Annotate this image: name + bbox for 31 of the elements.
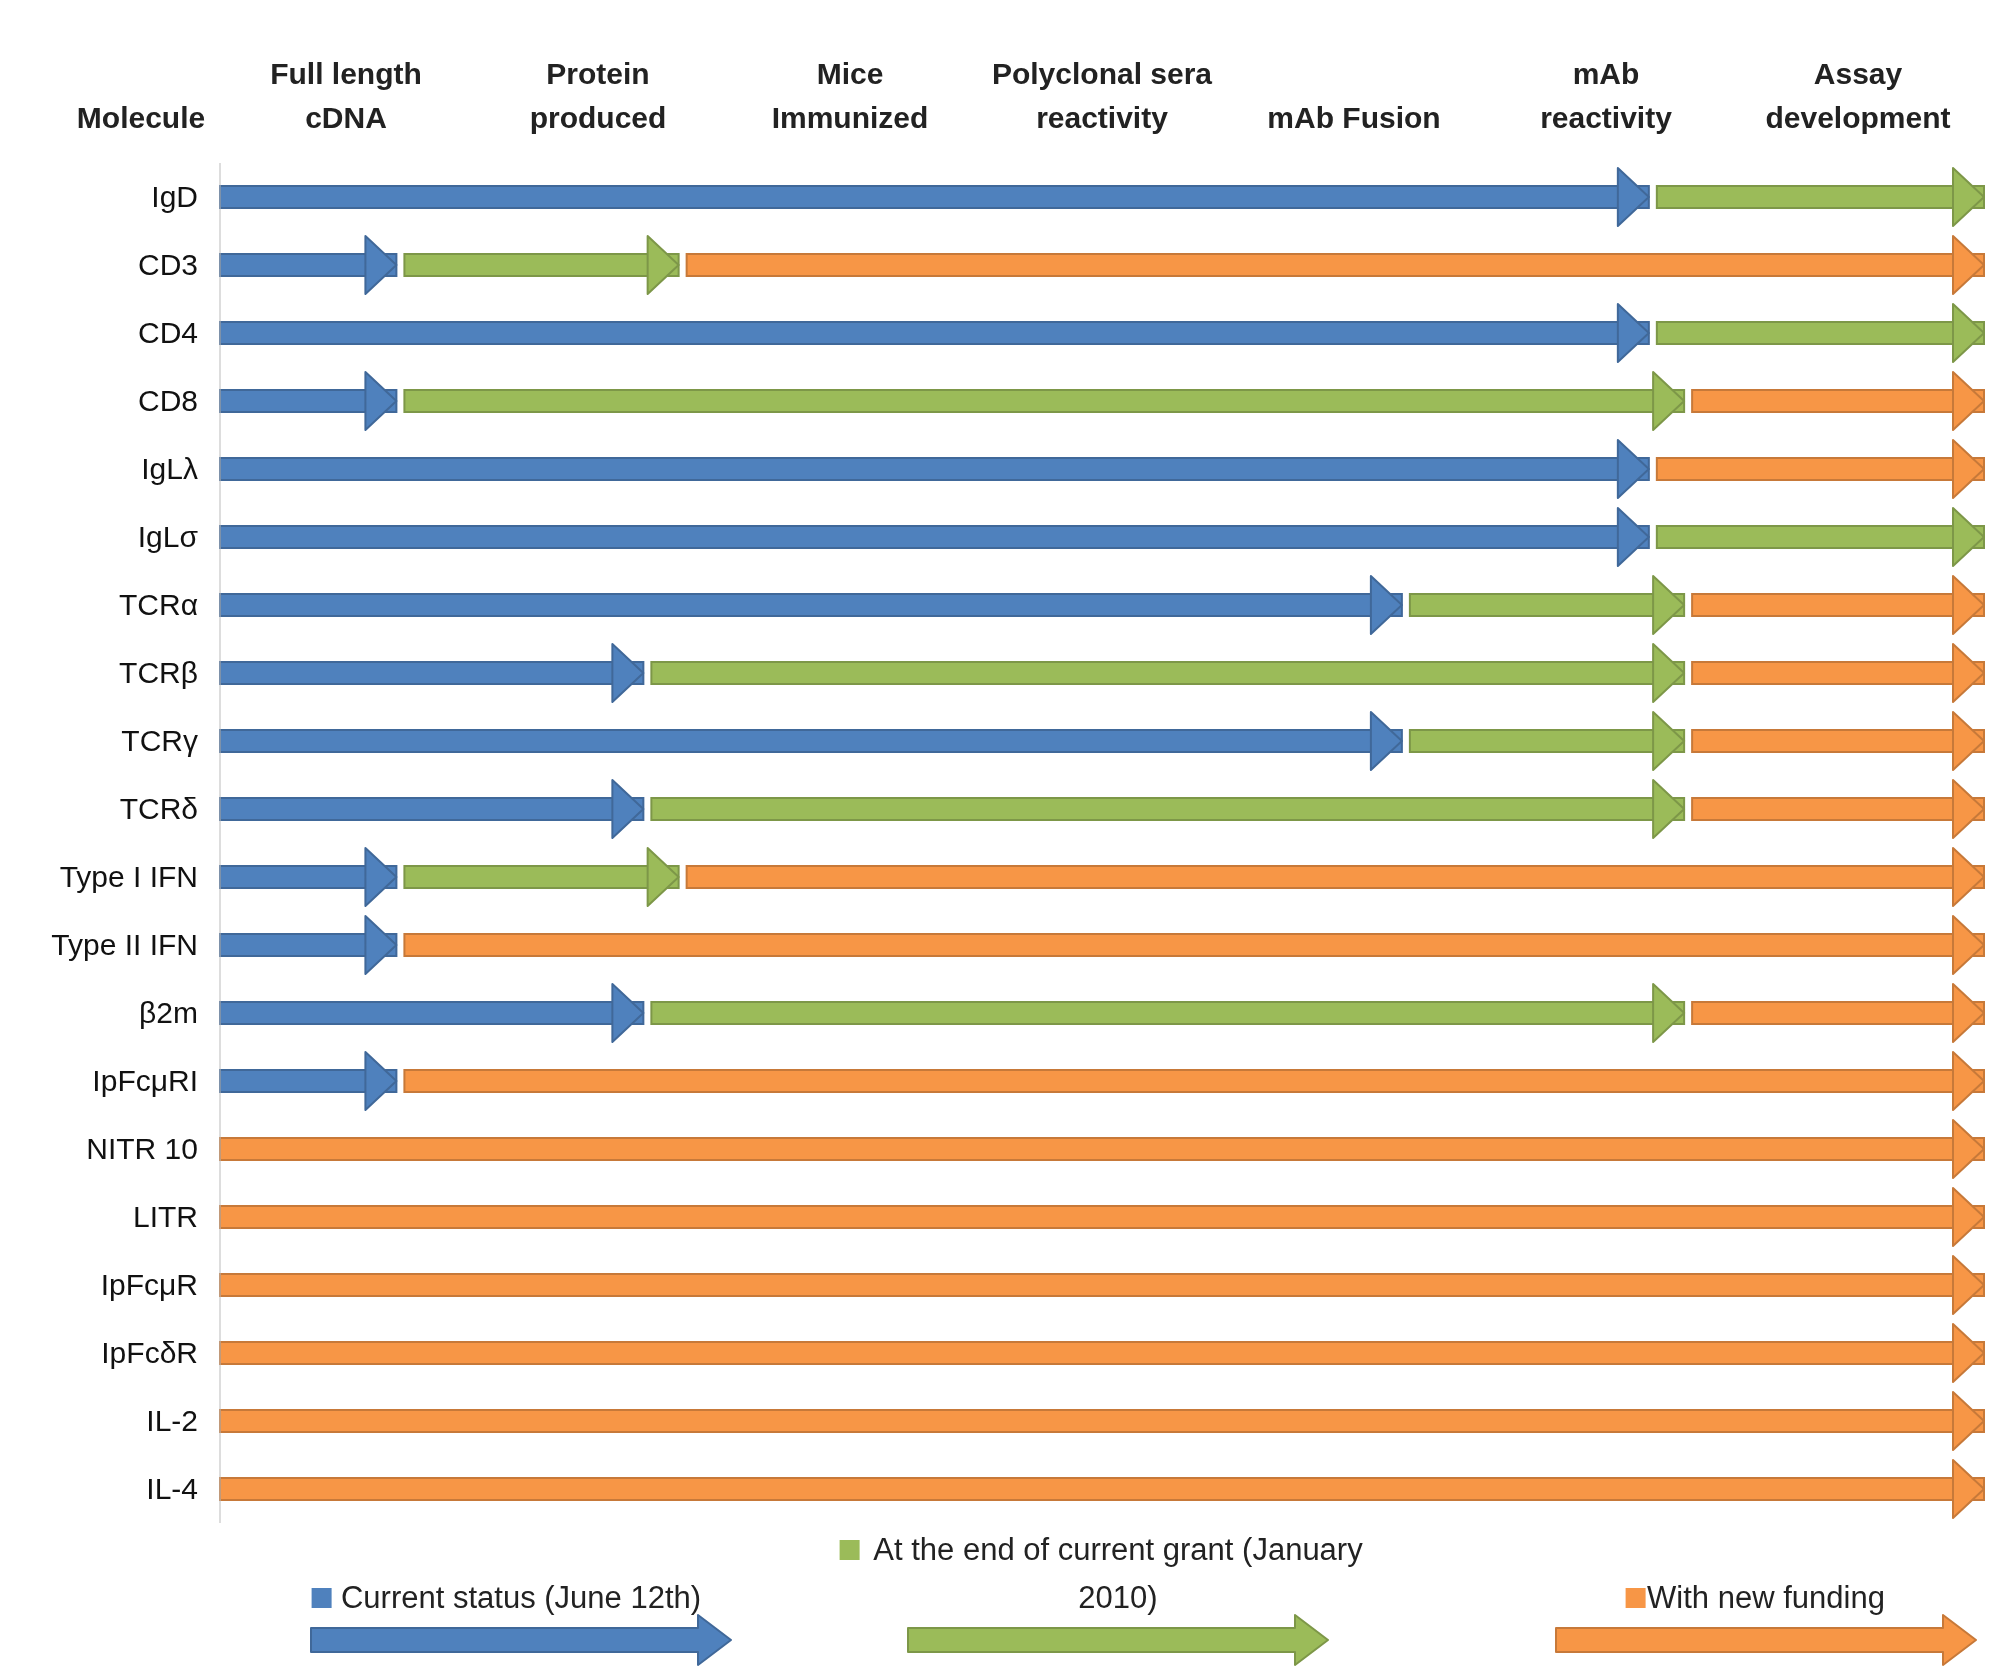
y-tick-label: TCRα	[119, 588, 198, 621]
y-tick-label: CD8	[137, 384, 198, 417]
y-tick-label: TCRβ	[119, 656, 198, 689]
text: Polyclonal sera reactivity	[991, 57, 1213, 134]
text: mAb Fusion	[1267, 101, 1441, 134]
y-tick-label: TCRγ	[121, 724, 198, 757]
text: Full length cDNA	[270, 57, 422, 134]
y-tick-label: CD4	[137, 316, 198, 349]
y-tick-label: CD3	[137, 248, 198, 281]
y-tick-label: LITR	[132, 1200, 198, 1233]
y-tick-label: IpFcμRI	[92, 1064, 198, 1097]
y-tick-label: IpFcδR	[101, 1336, 198, 1369]
y-tick-label: TCRδ	[119, 792, 198, 825]
y-tick-label: NITR 10	[86, 1132, 198, 1165]
legend-label: At the end of current grant (January 2010)	[873, 1532, 1364, 1615]
y-tick-label: Type II IFN	[51, 928, 198, 961]
text: Mice Immunized	[771, 57, 929, 134]
y-tick-label: IgD	[151, 180, 198, 213]
y-tick-label: IgLσ	[137, 520, 199, 553]
y-tick-label: IgLλ	[141, 452, 198, 485]
y-tick-label: β2m	[139, 996, 198, 1029]
text: mAb reactivity	[1540, 57, 1673, 134]
y-tick-label: IL-4	[146, 1472, 198, 1505]
text: Protein produced	[529, 57, 667, 134]
y-tick-label: IL-2	[146, 1404, 198, 1437]
text: Assay development	[1765, 57, 1951, 134]
legend-label: With new funding	[1647, 1580, 1885, 1615]
y-axis-title: Molecule	[76, 101, 206, 134]
legend-label: Current status (June 12th)	[340, 1580, 702, 1615]
y-tick-label: Type I IFN	[59, 860, 198, 893]
y-tick-label: IpFcμR	[100, 1268, 198, 1301]
